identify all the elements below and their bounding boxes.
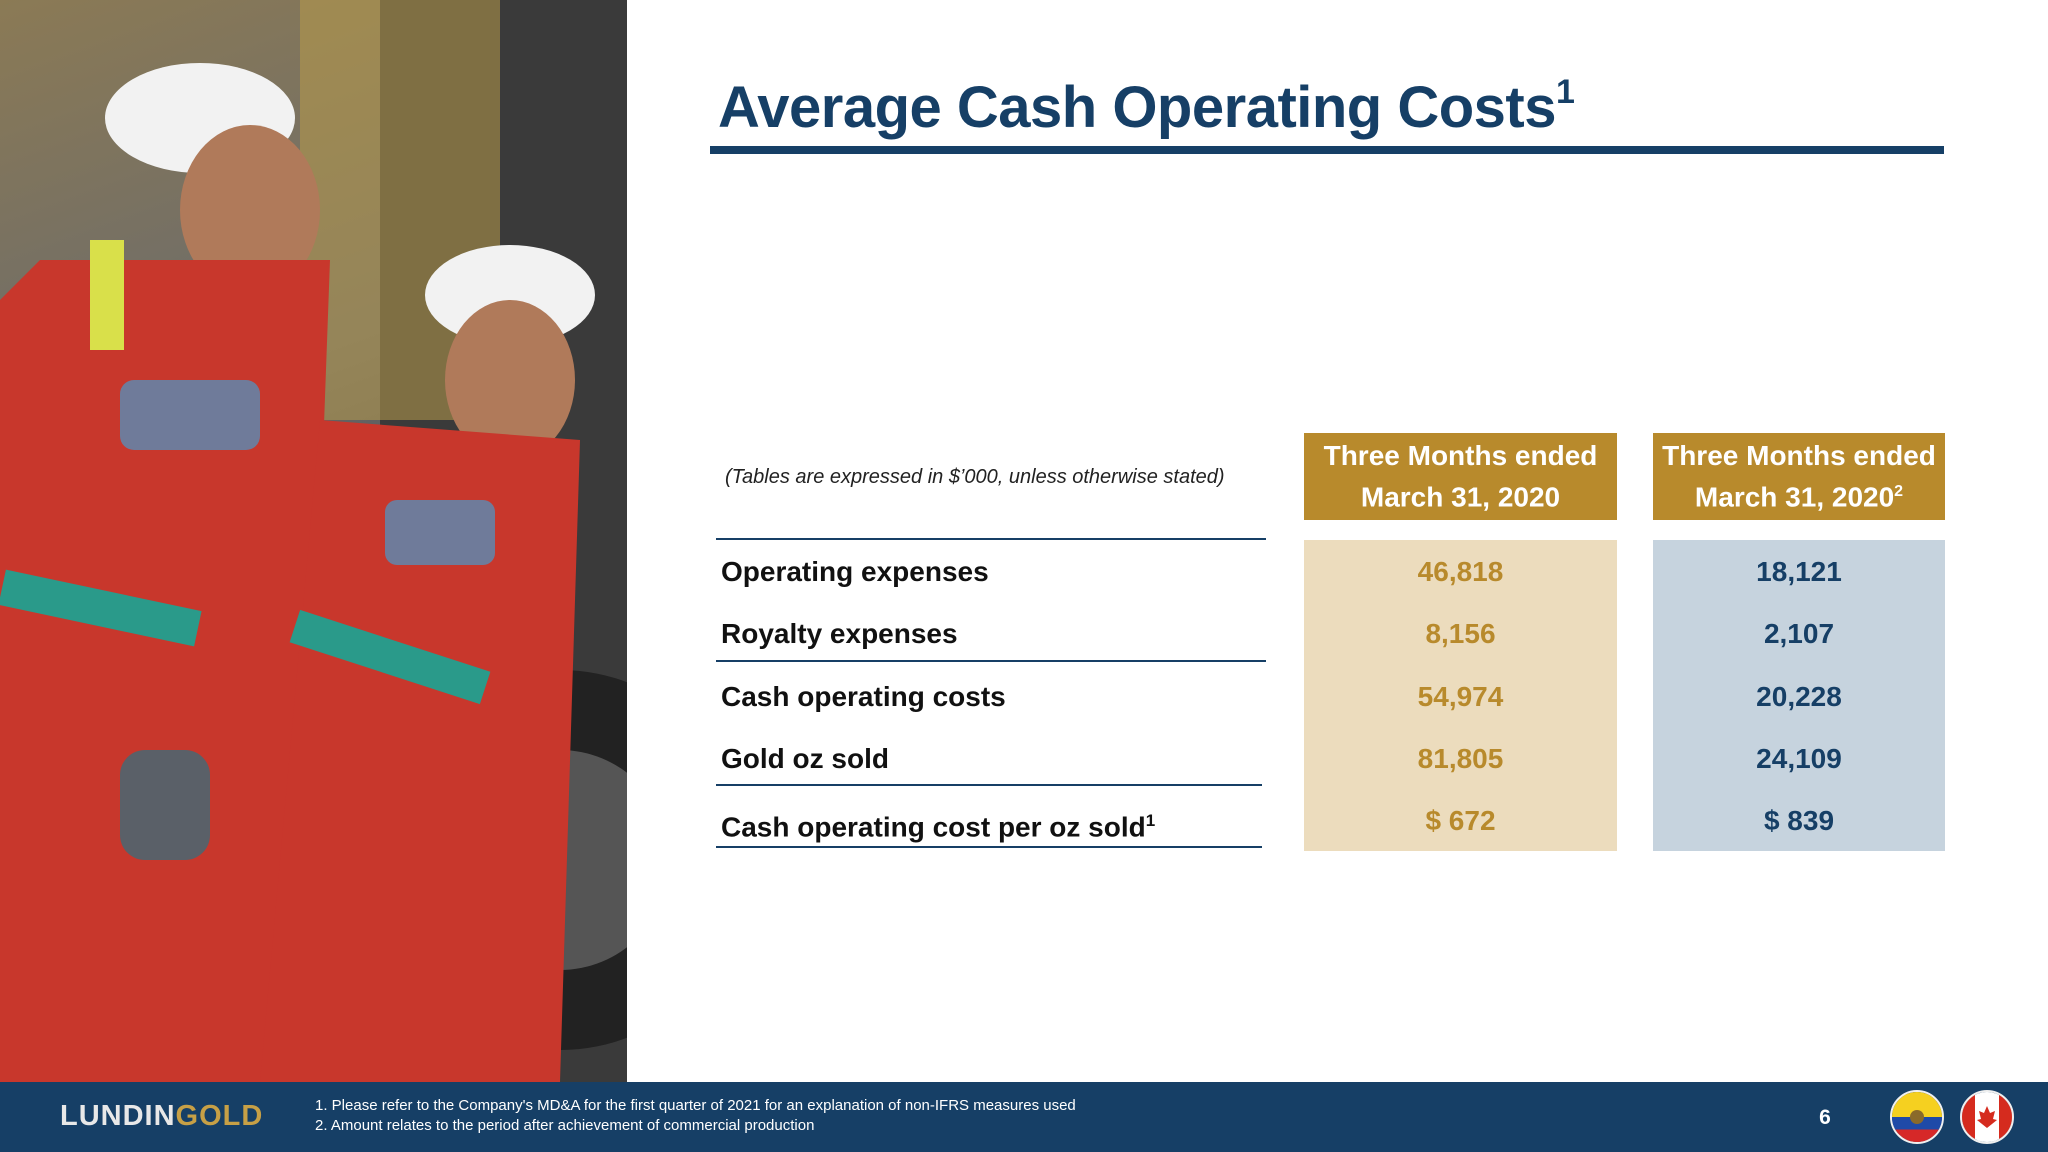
table-cell-col1: $ 672 bbox=[1425, 805, 1496, 836]
column-2-background bbox=[1653, 540, 1945, 851]
footnote-2: 2. Amount relates to the period after ac… bbox=[315, 1117, 815, 1134]
page-number: 6 bbox=[1819, 1106, 1831, 1129]
table-cell-col2: 18,121 bbox=[1756, 556, 1842, 587]
row-footnote-marker: 1 bbox=[1145, 811, 1156, 830]
royalty-separator-rule bbox=[716, 660, 1266, 662]
column-header-1-line1: Three Months ended bbox=[1323, 439, 1598, 471]
table-cell-col1: 8,156 bbox=[1425, 618, 1496, 649]
units-note: (Tables are expressed in $’000, unless o… bbox=[725, 466, 1225, 488]
table-cell-col2: 2,107 bbox=[1763, 618, 1835, 649]
table-cell-col1: 54,974 bbox=[1417, 681, 1504, 712]
column-header-1-line2: March 31, 2020 bbox=[1360, 481, 1561, 513]
table-row-label: Cash operating costs bbox=[721, 681, 1006, 712]
gold-oz-separator-rule bbox=[716, 784, 1262, 786]
column-header-2-line2: March 31, 20202 bbox=[1694, 481, 1904, 513]
column-header-2: Three Months ended March 31, 20202 bbox=[1653, 433, 1945, 520]
table-cell-col1: 46,818 bbox=[1417, 556, 1504, 587]
table-row-label: Operating expenses bbox=[721, 556, 989, 587]
table-row-label: Cash operating cost per oz sold1 bbox=[721, 811, 1156, 843]
lundin-gold-logo: LUNDINGOLD bbox=[60, 1100, 264, 1132]
table-cell-col1: 81,805 bbox=[1417, 743, 1504, 774]
table-row-label: Royalty expenses bbox=[721, 618, 958, 649]
title-footnote-marker: 1 bbox=[1556, 72, 1575, 111]
miners-photo bbox=[0, 0, 627, 1082]
footer-bar bbox=[0, 1082, 2048, 1152]
page-title: Average Cash Operating Costs1 bbox=[718, 72, 1575, 141]
column-header-1: Three Months ended March 31, 2020 bbox=[1304, 433, 1617, 520]
column-1-background bbox=[1304, 540, 1617, 851]
footnote-1: 1. Please refer to the Company's MD&A fo… bbox=[315, 1097, 1076, 1114]
title-text: Average Cash Operating Costs bbox=[718, 75, 1557, 140]
table-top-rule bbox=[716, 538, 1266, 540]
table-cell-col2: $ 839 bbox=[1763, 805, 1835, 836]
title-underline bbox=[710, 146, 1944, 154]
canada-flag-icon bbox=[1960, 1090, 2014, 1144]
column-header-2-line1: Three Months ended bbox=[1662, 439, 1936, 471]
ecuador-flag-icon bbox=[1890, 1090, 1944, 1144]
table-bottom-rule bbox=[716, 846, 1262, 848]
column-header-2-footnote-marker: 2 bbox=[1894, 482, 1904, 500]
table-cell-col2: 20,228 bbox=[1756, 681, 1842, 712]
table-row-label: Gold oz sold bbox=[721, 743, 889, 774]
table-cell-col2: 24,109 bbox=[1756, 743, 1842, 774]
